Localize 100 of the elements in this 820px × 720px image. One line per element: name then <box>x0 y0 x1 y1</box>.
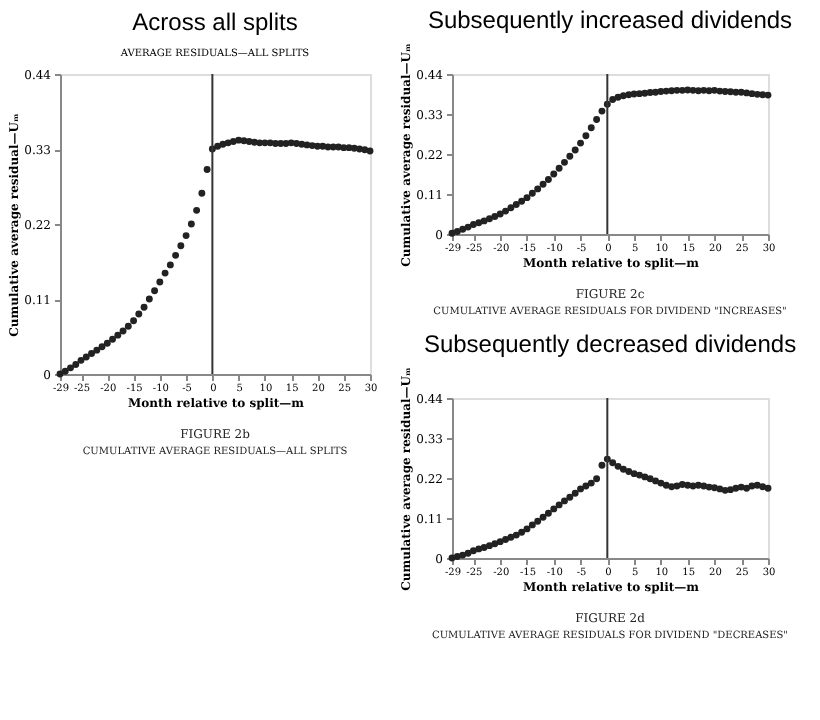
point <box>528 521 536 529</box>
point <box>577 139 585 147</box>
point <box>710 484 718 492</box>
point <box>156 278 164 286</box>
point <box>502 536 510 543</box>
point <box>319 142 327 150</box>
point <box>98 343 106 351</box>
point <box>93 346 101 354</box>
point <box>486 215 493 223</box>
point <box>496 538 504 546</box>
point <box>366 147 374 155</box>
point <box>657 88 665 95</box>
point <box>593 475 601 483</box>
point <box>528 189 536 197</box>
point <box>571 146 579 154</box>
point <box>518 528 526 536</box>
point <box>587 124 595 132</box>
point <box>182 232 190 240</box>
point <box>507 533 515 541</box>
point <box>187 220 195 228</box>
point <box>566 152 574 160</box>
point <box>764 91 772 99</box>
point <box>550 505 558 513</box>
point <box>459 551 467 559</box>
point <box>518 197 526 205</box>
point <box>298 140 306 148</box>
point <box>166 261 174 269</box>
point <box>475 545 483 553</box>
point <box>72 361 80 368</box>
point <box>534 185 542 193</box>
point <box>480 544 488 551</box>
point <box>598 107 606 115</box>
chart-title: Subsequently decreased dividends <box>423 330 797 359</box>
point <box>630 470 638 478</box>
point <box>198 189 206 197</box>
point <box>727 88 734 96</box>
point <box>67 364 74 372</box>
point <box>748 90 756 98</box>
point <box>582 482 590 490</box>
point <box>759 91 767 99</box>
point <box>464 549 472 557</box>
point <box>587 479 595 487</box>
point <box>571 489 579 497</box>
point <box>475 219 483 227</box>
point <box>177 242 185 250</box>
point <box>219 140 227 148</box>
point <box>151 287 159 295</box>
point <box>625 91 633 99</box>
point <box>523 525 531 533</box>
point <box>61 367 69 375</box>
point <box>732 484 740 492</box>
point <box>512 201 520 208</box>
point <box>593 116 601 123</box>
point <box>172 251 180 259</box>
point <box>534 517 542 525</box>
point <box>561 158 568 166</box>
point <box>161 269 169 277</box>
point <box>469 547 477 555</box>
point <box>743 484 751 492</box>
point <box>502 207 510 215</box>
point <box>561 497 568 505</box>
point <box>203 166 211 173</box>
point <box>453 553 461 560</box>
point <box>145 295 153 303</box>
point <box>459 225 467 233</box>
point <box>710 86 718 94</box>
point <box>361 146 369 154</box>
point <box>727 486 734 494</box>
point <box>753 481 761 489</box>
point <box>566 493 574 501</box>
point <box>544 509 552 517</box>
chart-title: Across all splits <box>132 8 298 36</box>
point <box>491 540 499 548</box>
point <box>598 461 606 469</box>
point <box>109 335 117 343</box>
point <box>668 87 676 95</box>
point <box>641 473 649 481</box>
point <box>512 531 520 539</box>
point <box>619 465 627 473</box>
point <box>678 481 686 488</box>
point <box>193 206 201 214</box>
point <box>539 180 547 188</box>
point <box>469 221 477 228</box>
point <box>764 484 772 492</box>
point <box>700 86 708 94</box>
point <box>486 542 493 550</box>
point <box>668 483 676 491</box>
point <box>214 142 222 150</box>
point <box>614 93 622 101</box>
point <box>614 462 622 470</box>
point <box>662 481 670 489</box>
point <box>135 310 143 318</box>
point <box>507 204 515 212</box>
point <box>609 459 617 467</box>
point <box>555 164 563 172</box>
point <box>124 322 132 330</box>
point <box>140 303 148 311</box>
point <box>759 483 767 491</box>
point <box>635 90 643 98</box>
point <box>539 513 547 521</box>
